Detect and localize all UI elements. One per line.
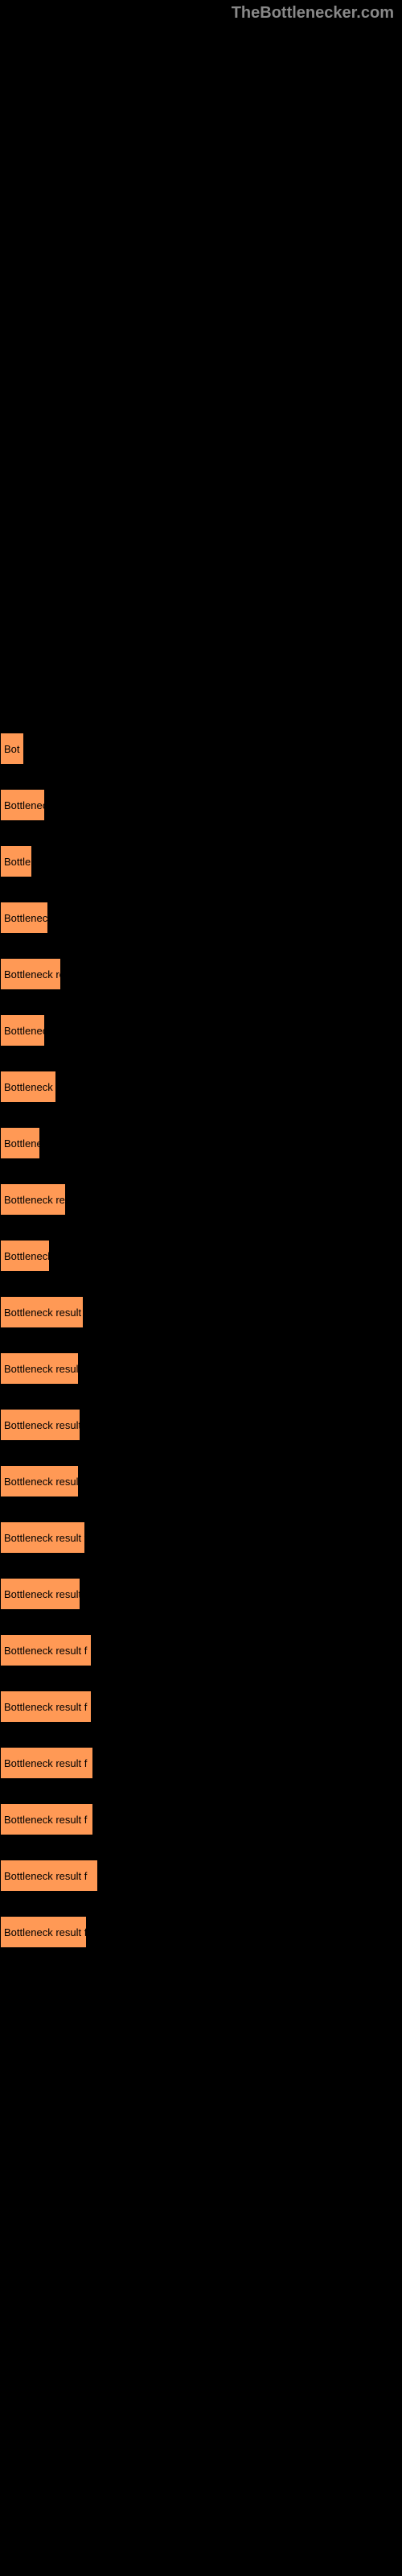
bar: Bottlene — [0, 1127, 40, 1159]
bar-row: Bottleneck result f — [0, 1747, 93, 1779]
bar: Bot — [0, 733, 24, 765]
bar-row: Bottlenec — [0, 1014, 45, 1046]
bar-row: Bottleneck result f — [0, 1521, 85, 1554]
bar-row: Bottleneck result f — [0, 1860, 98, 1892]
bar-row: Bottleneck result f — [0, 1296, 84, 1328]
bar-row: Bottleneck — [0, 902, 48, 934]
bar: Bottleneck result — [0, 1352, 79, 1385]
bar-row: Bottleneck result — [0, 1409, 80, 1441]
bar-chart: Bot Bottlenec Bottle Bottleneck Bottleneck r… — [0, 0, 402, 2576]
bar-row: Bot — [0, 733, 24, 765]
bar: Bottleneck — [0, 1240, 50, 1272]
bar: Bottleneck r — [0, 1071, 56, 1103]
bar-row: Bottle — [0, 845, 32, 877]
bar-row: Bottlenec — [0, 789, 45, 821]
bar: Bottlenec — [0, 789, 45, 821]
bar: Bottleneck result — [0, 1578, 80, 1610]
bar: Bottleneck result f — [0, 1521, 85, 1554]
bar: Bottle — [0, 845, 32, 877]
bar: Bottleneck result f — [0, 1634, 92, 1666]
bar: Bottleneck — [0, 902, 48, 934]
bar-row: Bottleneck result f — [0, 1690, 92, 1723]
bar-row: Bottlene — [0, 1127, 40, 1159]
bar-row: Bottleneck result f — [0, 1803, 93, 1835]
bar: Bottleneck result f — [0, 1803, 93, 1835]
bar: Bottleneck re — [0, 958, 61, 990]
bar: Bottleneck result f — [0, 1747, 93, 1779]
bar-row: Bottleneck re — [0, 958, 61, 990]
bar-row: Bottleneck — [0, 1240, 50, 1272]
bar: Bottleneck result f — [0, 1690, 92, 1723]
bar-row: Bottleneck result — [0, 1465, 79, 1497]
bar-row: Bottleneck result — [0, 1352, 79, 1385]
bar: Bottleneck result — [0, 1409, 80, 1441]
bar: Bottleneck result — [0, 1465, 79, 1497]
bar: Bottleneck result f — [0, 1860, 98, 1892]
bar: Bottlenec — [0, 1014, 45, 1046]
bar: Bottleneck result f — [0, 1916, 87, 1948]
bar-row: Bottleneck result — [0, 1578, 80, 1610]
bar: Bottleneck res — [0, 1183, 66, 1216]
bar-row: Bottleneck r — [0, 1071, 56, 1103]
bar-row: Bottleneck res — [0, 1183, 66, 1216]
bar-row: Bottleneck result f — [0, 1916, 87, 1948]
bar-row: Bottleneck result f — [0, 1634, 92, 1666]
bar: Bottleneck result f — [0, 1296, 84, 1328]
